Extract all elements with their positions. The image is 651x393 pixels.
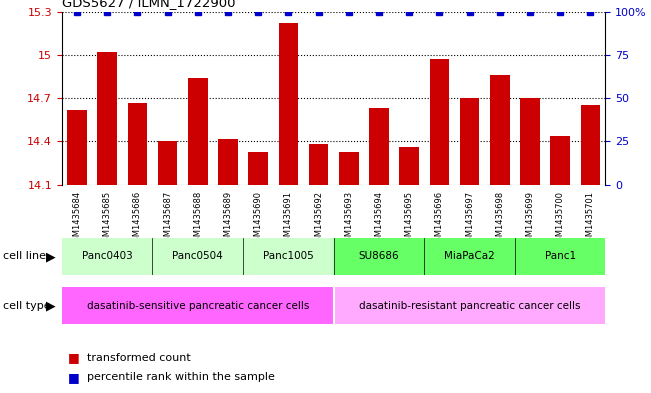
Text: ▶: ▶ [46,299,55,312]
Bar [243,238,333,275]
Bar [430,59,449,185]
Bar [490,75,510,185]
Text: ▶: ▶ [46,250,55,263]
Bar [309,144,328,185]
Bar [98,52,117,185]
Bar [339,152,359,185]
Bar [152,238,243,275]
Bar [67,110,87,185]
Text: GDS5627 / ILMN_1722900: GDS5627 / ILMN_1722900 [62,0,236,9]
Bar [520,98,540,185]
Bar [248,152,268,185]
Text: percentile rank within the sample: percentile rank within the sample [87,372,275,382]
Bar [62,238,152,275]
Bar [424,238,515,275]
Text: transformed count: transformed count [87,353,190,363]
Bar [550,136,570,185]
Bar [128,103,147,185]
Bar [334,287,605,324]
Text: cell line: cell line [3,252,46,261]
Bar [188,78,208,185]
Bar [515,238,605,275]
Text: dasatinib-sensitive pancreatic cancer cells: dasatinib-sensitive pancreatic cancer ce… [87,301,309,310]
Text: ■: ■ [68,351,80,364]
Text: cell type: cell type [3,301,51,310]
Text: dasatinib-resistant pancreatic cancer cells: dasatinib-resistant pancreatic cancer ce… [359,301,580,310]
Text: MiaPaCa2: MiaPaCa2 [444,252,495,261]
Bar [334,238,424,275]
Bar [581,105,600,185]
Text: Panc1: Panc1 [545,252,575,261]
Text: Panc0504: Panc0504 [173,252,223,261]
Bar [218,139,238,185]
Bar [369,108,389,185]
Text: Panc1005: Panc1005 [263,252,314,261]
Bar [460,98,479,185]
Text: Panc0403: Panc0403 [82,252,133,261]
Bar [62,287,333,324]
Bar [158,141,177,185]
Bar [399,147,419,185]
Text: SU8686: SU8686 [359,252,399,261]
Bar [279,23,298,185]
Text: ■: ■ [68,371,80,384]
